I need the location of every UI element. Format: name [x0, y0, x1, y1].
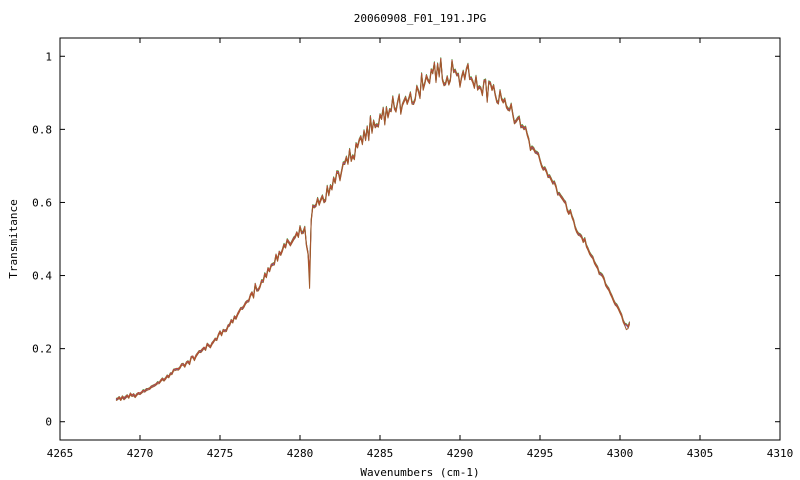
x-tick-label: 4270: [127, 447, 154, 460]
y-axis-label: Transmitance: [7, 199, 20, 278]
y-tick-label: 0.4: [32, 270, 52, 283]
x-tick-label: 4310: [767, 447, 794, 460]
y-tick-label: 1: [45, 50, 52, 63]
series-line-4: [115, 59, 631, 402]
series-line-2: [115, 57, 631, 400]
x-tick-label: 4305: [687, 447, 714, 460]
y-tick-label: 0.8: [32, 123, 52, 136]
x-axis: 4265 4270 4275 4280 4285 4290 4295 4300 4305 4310: [47, 38, 794, 460]
x-tick-label: 4290: [447, 447, 474, 460]
x-tick-label: 4265: [47, 447, 74, 460]
x-tick-label: 4280: [287, 447, 314, 460]
chart-title: 20060908_F01_191.JPG: [354, 12, 486, 25]
series-line-1: [115, 58, 631, 401]
series-layer: [115, 57, 631, 402]
y-tick-label: 0: [45, 416, 52, 429]
plot-frame: [59, 37, 781, 441]
x-tick-label: 4295: [527, 447, 554, 460]
y-tick-label: 0.6: [32, 196, 52, 209]
series-line-3: [115, 57, 631, 400]
x-tick-label: 4285: [367, 447, 394, 460]
y-tick-label: 0.2: [32, 343, 52, 356]
x-tick-label: 4300: [607, 447, 634, 460]
x-tick-label: 4275: [207, 447, 234, 460]
x-axis-label: Wavenumbers (cm-1): [360, 466, 479, 479]
y-axis: 0 0.2 0.4 0.6 0.8 1: [32, 50, 780, 429]
